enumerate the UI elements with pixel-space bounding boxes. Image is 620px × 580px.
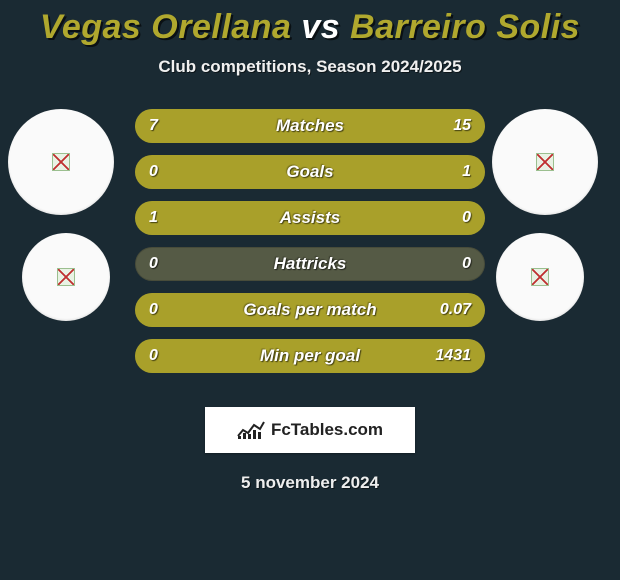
brand-badge: FcTables.com [205,407,415,453]
vs-text: vs [301,8,340,46]
stat-row: 715Matches [135,109,485,143]
stats-area: 715Matches 01Goals 10Assists 00Hattricks 00.… [0,109,620,389]
stat-label: Min per goal [135,346,485,366]
stat-label: Matches [135,116,485,136]
fctables-logo-icon [237,420,265,440]
image-placeholder-icon [52,153,70,171]
stat-label: Goals per match [135,300,485,320]
image-placeholder-icon [536,153,554,171]
stat-row: 01Goals [135,155,485,189]
page-title: Vegas Orellana vs Barreiro Solis [0,0,620,47]
player2-avatar [492,109,598,215]
comparison-card: Vegas Orellana vs Barreiro Solis Club co… [0,0,620,580]
player2-club-avatar [496,233,584,321]
player1-name: Vegas Orellana [40,8,291,46]
player1-avatar [8,109,114,215]
stat-row: 10Assists [135,201,485,235]
brand-text: FcTables.com [271,420,383,440]
stat-label: Hattricks [135,254,485,274]
stat-row: 00Hattricks [135,247,485,281]
stat-bars: 715Matches 01Goals 10Assists 00Hattricks 00.… [135,109,485,385]
stat-row: 01431Min per goal [135,339,485,373]
stat-row: 00.07Goals per match [135,293,485,327]
stat-label: Goals [135,162,485,182]
stat-label: Assists [135,208,485,228]
image-placeholder-icon [57,268,75,286]
image-placeholder-icon [531,268,549,286]
avatars-left [8,109,128,339]
avatars-right [492,109,612,339]
player1-club-avatar [22,233,110,321]
footer-date: 5 november 2024 [0,473,620,493]
subtitle: Club competitions, Season 2024/2025 [0,57,620,77]
player2-name: Barreiro Solis [350,8,580,46]
